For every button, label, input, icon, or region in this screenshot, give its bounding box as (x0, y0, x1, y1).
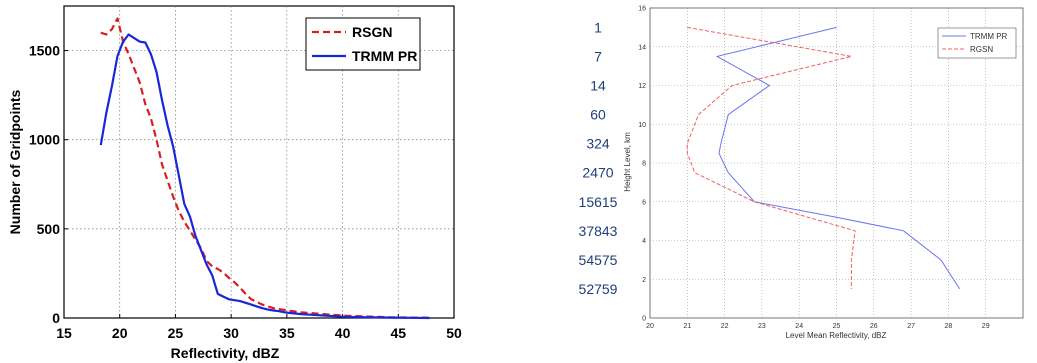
chart2-y-tick-label: 4 (642, 238, 646, 245)
chart1-x-tick-label: 40 (335, 325, 351, 341)
chart2-x-tick-label: 29 (982, 323, 990, 330)
chart1-x-tick-label: 20 (112, 325, 128, 341)
chart2-x-tick-label: 22 (721, 323, 729, 330)
chart1-x-tick-label: 30 (223, 325, 239, 341)
chart2-y-tick-label: 6 (642, 199, 646, 206)
chart2-x-tick-label: 28 (945, 323, 953, 330)
chart2-y-tick-label: 0 (642, 316, 646, 323)
chart1-y-axis-label: Number of Gridpoints (7, 89, 23, 234)
gridpoint-count-label: 37843 (579, 223, 618, 239)
gridpoint-count-label: 324 (586, 136, 610, 152)
chart2-x-tick-label: 21 (683, 323, 691, 330)
series-line-rgsn-profile (686, 26, 856, 289)
gridpoint-count-label: 52759 (579, 281, 618, 297)
chart1-y-tick-label: 1500 (29, 43, 60, 59)
gridpoint-count-label: 14 (590, 78, 606, 94)
chart1-x-tick-label: 35 (279, 325, 295, 341)
series-line-rsgn (100, 17, 430, 319)
legend-label-trmm-pr: TRMM PR (352, 48, 417, 64)
chart2-y-tick-label: 2 (642, 277, 646, 284)
chart1-y-tick-label: 500 (37, 221, 61, 237)
chart2-x-tick-label: 23 (758, 323, 766, 330)
chart2-x-tick-label: 26 (870, 323, 878, 330)
chart2-y-axis-label: Height Level, km (623, 132, 632, 192)
legend-label-trmm-pr-profile: TRMM PR (970, 32, 1008, 41)
gridpoint-count-label: 7 (594, 48, 602, 64)
chart1-x-tick-label: 25 (168, 325, 184, 341)
series-line-trmm-pr-profile (715, 26, 961, 290)
chart1-legend-box (305, 17, 421, 71)
chart2-y-tick-label: 14 (638, 44, 646, 51)
gridpoint-count-label: 60 (590, 107, 606, 123)
series-line-trmm-pr (99, 33, 430, 320)
chart2-x-tick-label: 24 (795, 323, 803, 330)
chart2-grid (650, 8, 1023, 318)
chart1-y-tick-label: 1000 (29, 132, 60, 148)
chart2-y-tick-label: 12 (638, 83, 646, 90)
chart2-series (686, 26, 961, 290)
legend-label-rgsn: RGSN (970, 45, 993, 54)
chart1-y-tick-label: 0 (52, 310, 60, 326)
chart2-x-tick-label: 25 (833, 323, 841, 330)
chart1-x-tick-label: 15 (56, 325, 72, 341)
gridpoint-count-label: 15615 (579, 194, 618, 210)
legend-label-rsgn: RSGN (352, 24, 392, 40)
chart2-x-tick-label: 20 (646, 323, 654, 330)
chart2-y-tick-label: 16 (638, 6, 646, 13)
chart1-series (99, 17, 430, 320)
chart1-x-tick-label: 50 (446, 325, 462, 341)
chart2-y-tick-label: 10 (638, 122, 646, 129)
gridpoint-count-label: 2470 (582, 165, 613, 181)
chart1-x-tick-label: 45 (390, 325, 406, 341)
chart2-gridpoint-count-labels: 1 7 14 60 324 2470 15615 37843 54575 52759 (579, 19, 618, 297)
chart2-x-axis-label: Level Mean Reflectivity, dBZ (786, 331, 887, 340)
gridpoint-count-label: 54575 (579, 252, 618, 268)
chart1-legend: RSGN TRMM PR (305, 17, 421, 71)
chart2-legend: TRMM PR RGSN (937, 27, 1017, 59)
chart2-y-tick-label: 8 (642, 161, 646, 168)
chart2-legend-box (937, 27, 1017, 59)
chart2-x-tick-label: 27 (907, 323, 915, 330)
gridpoint-count-label: 1 (594, 19, 602, 35)
chart1-x-axis-label: Reflectivity, dBZ (171, 345, 280, 361)
